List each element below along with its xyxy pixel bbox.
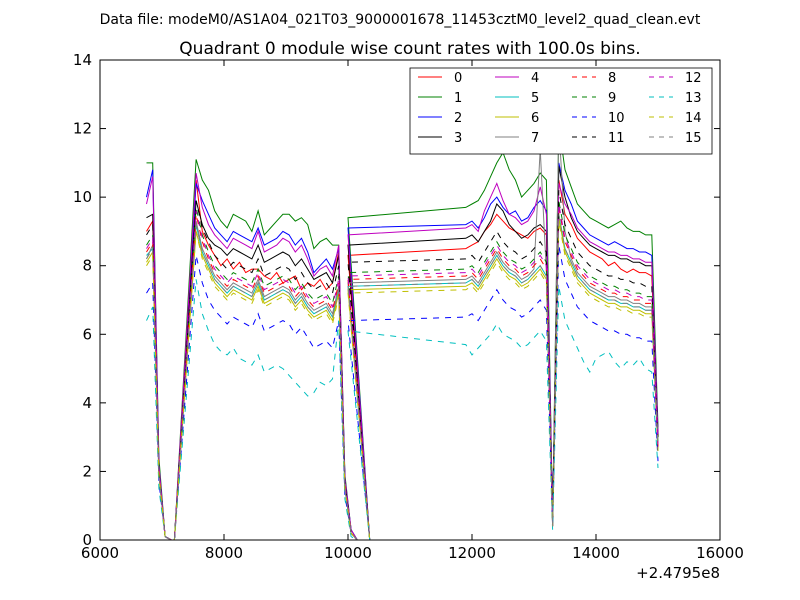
legend-label-1: 1 <box>454 91 462 106</box>
legend-label-11: 11 <box>608 131 625 146</box>
legend-label-5: 5 <box>531 91 539 106</box>
series-line-7 <box>146 125 659 541</box>
chart-title: Quadrant 0 module wise count rates with … <box>179 39 640 59</box>
legend-label-15: 15 <box>685 131 702 146</box>
legend-label-3: 3 <box>454 131 462 146</box>
legend-box <box>409 67 713 155</box>
y-tick-label: 14 <box>73 51 92 69</box>
data-file-label: Data file: modeM0/AS1A04_021T03_90000016… <box>100 12 701 28</box>
x-tick-label: 14000 <box>572 544 620 562</box>
y-tick-label: 6 <box>82 325 92 343</box>
series-line-1 <box>146 125 659 541</box>
legend-label-4: 4 <box>531 71 539 86</box>
x-tick-label: 10000 <box>324 544 372 562</box>
y-tick-label: 4 <box>82 394 92 412</box>
x-tick-label: 8000 <box>205 544 243 562</box>
plot-frame <box>99 59 721 541</box>
x-offset-label: +2.4795e8 <box>636 564 720 582</box>
x-tick-label: 12000 <box>448 544 496 562</box>
series-line-13 <box>146 279 659 541</box>
series-line-3 <box>146 166 659 541</box>
x-tick-label: 6000 <box>81 544 119 562</box>
series-line-0 <box>146 179 659 541</box>
series-line-12 <box>146 203 659 541</box>
y-tick-label: 0 <box>82 531 92 549</box>
x-tick-label: 16000 <box>696 544 744 562</box>
series-line-14 <box>146 221 659 541</box>
series-layer <box>146 125 659 541</box>
legend-label-13: 13 <box>685 91 702 106</box>
series-line-4 <box>146 173 659 541</box>
y-tick-label: 2 <box>82 462 92 480</box>
legend-label-10: 10 <box>608 111 625 126</box>
legend-label-9: 9 <box>608 91 616 106</box>
legend-label-12: 12 <box>685 71 702 86</box>
legend-label-14: 14 <box>685 111 702 126</box>
y-tick-label: 8 <box>82 257 92 275</box>
series-line-8 <box>146 207 659 541</box>
series-line-6 <box>146 217 659 541</box>
legend-label-8: 8 <box>608 71 616 86</box>
legend-label-0: 0 <box>454 71 462 86</box>
y-tick-label: 12 <box>73 120 92 138</box>
y-tick-label: 10 <box>73 188 92 206</box>
legend-label-7: 7 <box>531 131 539 146</box>
legend-label-2: 2 <box>454 111 462 126</box>
legend-label-6: 6 <box>531 111 539 126</box>
series-line-2 <box>146 162 659 541</box>
